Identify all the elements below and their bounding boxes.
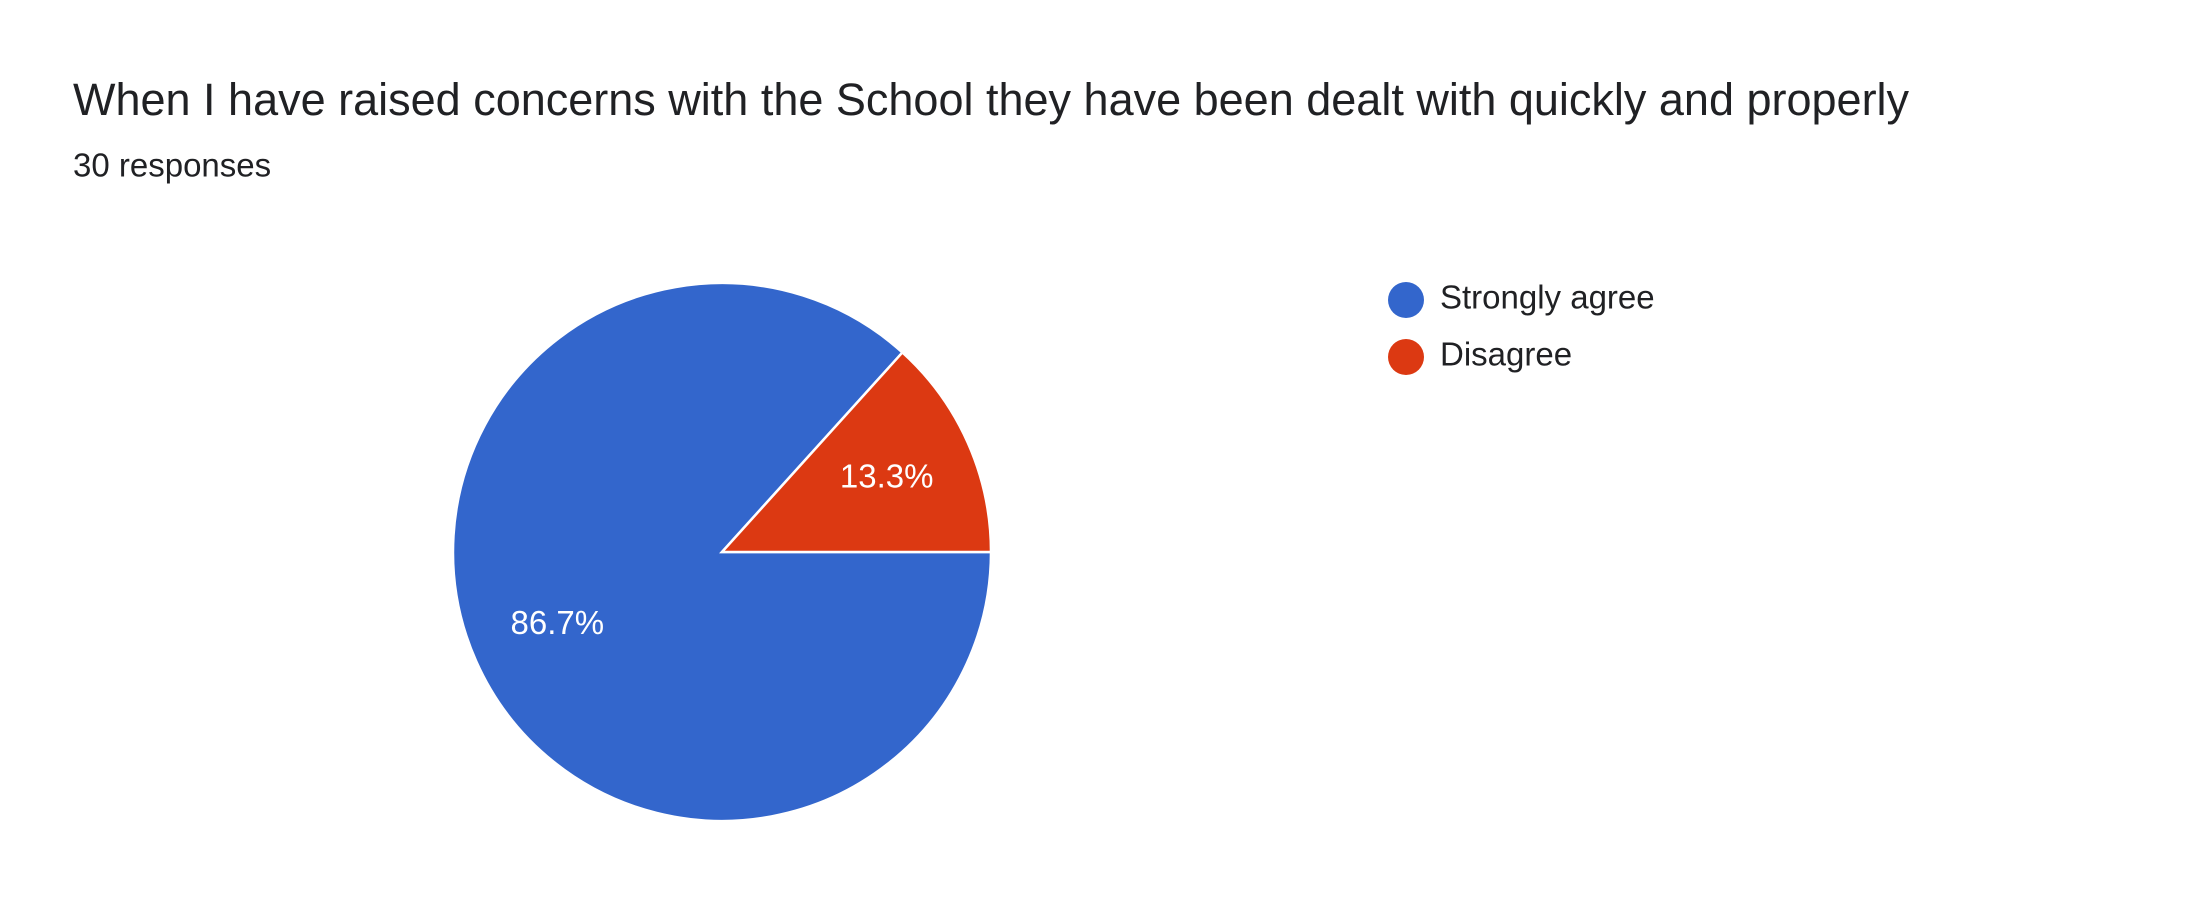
- slice-label: 13.3%: [840, 458, 934, 495]
- chart-subtitle: 30 responses: [73, 147, 271, 184]
- pie-slice: [719, 350, 993, 554]
- legend-marker: [1388, 282, 1424, 318]
- legend-label: Disagree: [1440, 336, 1572, 373]
- legend-label: Strongly agree: [1440, 279, 1655, 316]
- slice-label: 86.7%: [510, 604, 604, 641]
- chart-title: When I have raised concerns with the Sch…: [73, 74, 1910, 125]
- legend-marker: [1388, 339, 1424, 375]
